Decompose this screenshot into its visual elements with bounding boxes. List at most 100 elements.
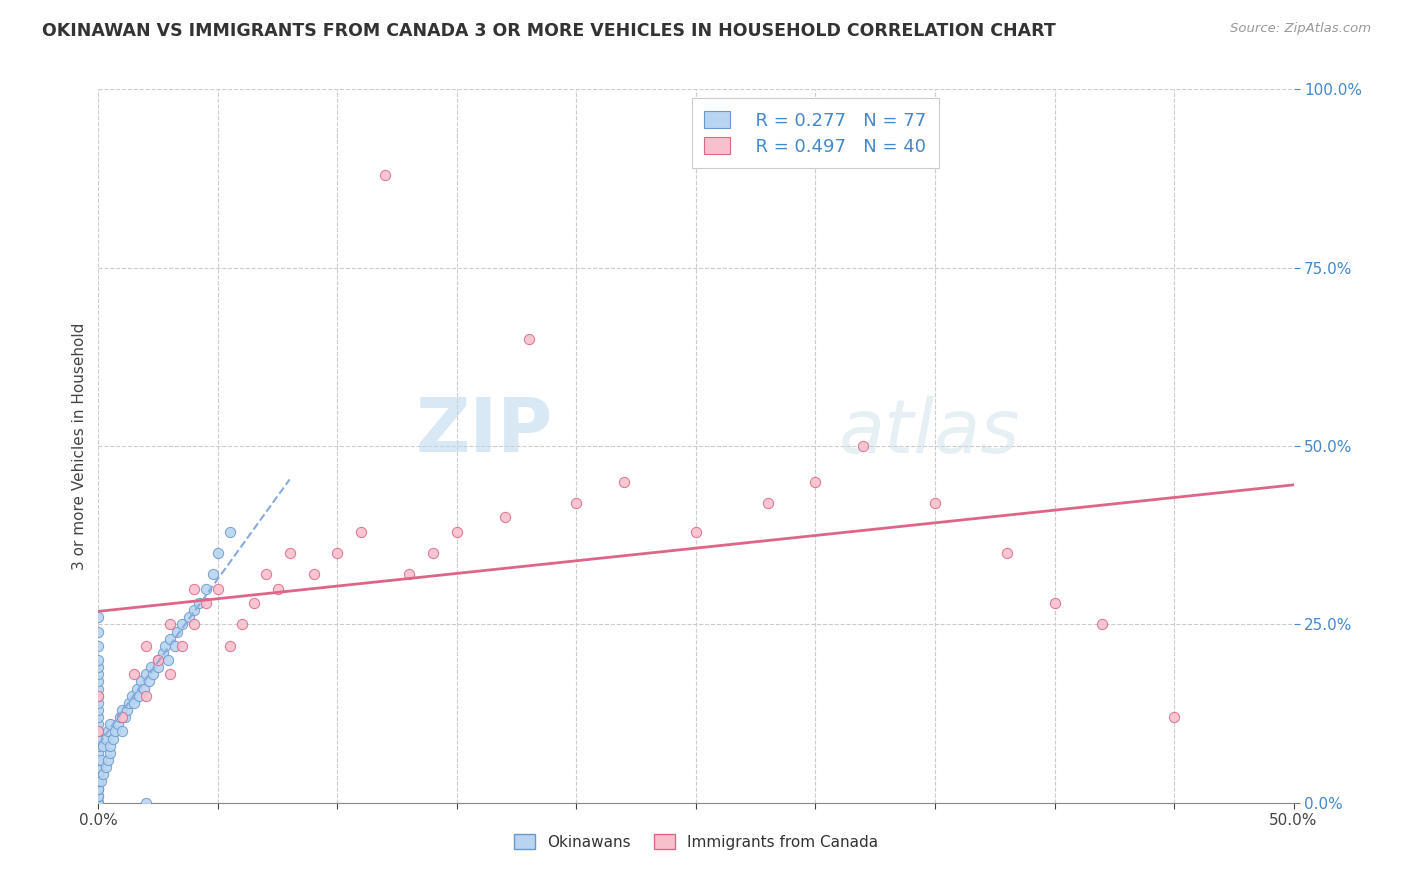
Point xyxy=(302,567,325,582)
Point xyxy=(107,717,129,731)
Point xyxy=(135,667,157,681)
Point xyxy=(111,710,134,724)
Point xyxy=(87,717,110,731)
Point xyxy=(87,760,110,774)
Point xyxy=(87,760,110,774)
Point xyxy=(98,746,122,760)
Point xyxy=(135,639,157,653)
Text: OKINAWAN VS IMMIGRANTS FROM CANADA 3 OR MORE VEHICLES IN HOUSEHOLD CORRELATION C: OKINAWAN VS IMMIGRANTS FROM CANADA 3 OR … xyxy=(42,22,1056,40)
Point xyxy=(142,667,165,681)
Point xyxy=(243,596,266,610)
Point xyxy=(254,567,277,582)
Point xyxy=(90,753,112,767)
Point xyxy=(87,789,110,803)
Point xyxy=(179,610,201,624)
Point xyxy=(517,332,540,346)
Point xyxy=(97,753,120,767)
Point xyxy=(87,703,110,717)
Point xyxy=(685,524,707,539)
Point xyxy=(159,632,181,646)
Point xyxy=(267,582,290,596)
Point xyxy=(87,753,110,767)
Point xyxy=(422,546,444,560)
Point xyxy=(183,603,205,617)
Point xyxy=(159,667,181,681)
Point xyxy=(97,724,120,739)
Point xyxy=(87,774,110,789)
Point xyxy=(90,774,112,789)
Point xyxy=(804,475,827,489)
Point xyxy=(195,596,218,610)
Point xyxy=(155,639,177,653)
Point xyxy=(156,653,179,667)
Point xyxy=(87,660,110,674)
Point xyxy=(152,646,174,660)
Point xyxy=(114,710,136,724)
Point xyxy=(219,524,242,539)
Point xyxy=(163,639,186,653)
Point xyxy=(852,439,875,453)
Point xyxy=(87,774,110,789)
Point xyxy=(111,724,134,739)
Point xyxy=(139,660,162,674)
Point xyxy=(613,475,636,489)
Point xyxy=(87,724,110,739)
Text: atlas: atlas xyxy=(839,396,1021,467)
Point xyxy=(148,653,170,667)
Text: Source: ZipAtlas.com: Source: ZipAtlas.com xyxy=(1230,22,1371,36)
Point xyxy=(207,582,229,596)
Point xyxy=(101,731,124,746)
Point xyxy=(195,582,218,596)
Point xyxy=(87,796,110,810)
Point xyxy=(87,781,110,796)
Point xyxy=(124,696,146,710)
Point xyxy=(924,496,946,510)
Point xyxy=(131,674,153,689)
Point xyxy=(166,624,188,639)
Point xyxy=(326,546,349,560)
Point xyxy=(374,168,396,182)
Point xyxy=(565,496,588,510)
Point xyxy=(128,689,150,703)
Point xyxy=(91,767,114,781)
Point xyxy=(115,703,138,717)
Point xyxy=(148,653,170,667)
Point xyxy=(87,731,110,746)
Point xyxy=(98,717,122,731)
Point xyxy=(111,703,134,717)
Legend: Okinawans, Immigrants from Canada: Okinawans, Immigrants from Canada xyxy=(508,828,884,855)
Point xyxy=(446,524,468,539)
Point xyxy=(148,660,170,674)
Point xyxy=(219,639,242,653)
Point xyxy=(132,681,155,696)
Point xyxy=(87,789,110,803)
Point xyxy=(202,567,225,582)
Point xyxy=(398,567,420,582)
Point xyxy=(104,724,127,739)
Point xyxy=(159,617,181,632)
Point xyxy=(87,739,110,753)
Point xyxy=(124,667,146,681)
Point xyxy=(87,710,110,724)
Point xyxy=(87,674,110,689)
Point xyxy=(87,610,110,624)
Point xyxy=(118,696,141,710)
Point xyxy=(108,710,131,724)
Point xyxy=(91,739,114,753)
Point xyxy=(207,546,229,560)
Point xyxy=(87,689,110,703)
Point xyxy=(87,781,110,796)
Point xyxy=(187,596,209,610)
Point xyxy=(87,681,110,696)
Point xyxy=(98,739,122,753)
Point xyxy=(183,617,205,632)
Point xyxy=(350,524,373,539)
Point xyxy=(94,731,117,746)
Point xyxy=(87,624,110,639)
Y-axis label: 3 or more Vehicles in Household: 3 or more Vehicles in Household xyxy=(72,322,87,570)
Text: ZIP: ZIP xyxy=(415,395,553,468)
Point xyxy=(87,796,110,810)
Point xyxy=(87,639,110,653)
Point xyxy=(172,617,194,632)
Point xyxy=(172,639,194,653)
